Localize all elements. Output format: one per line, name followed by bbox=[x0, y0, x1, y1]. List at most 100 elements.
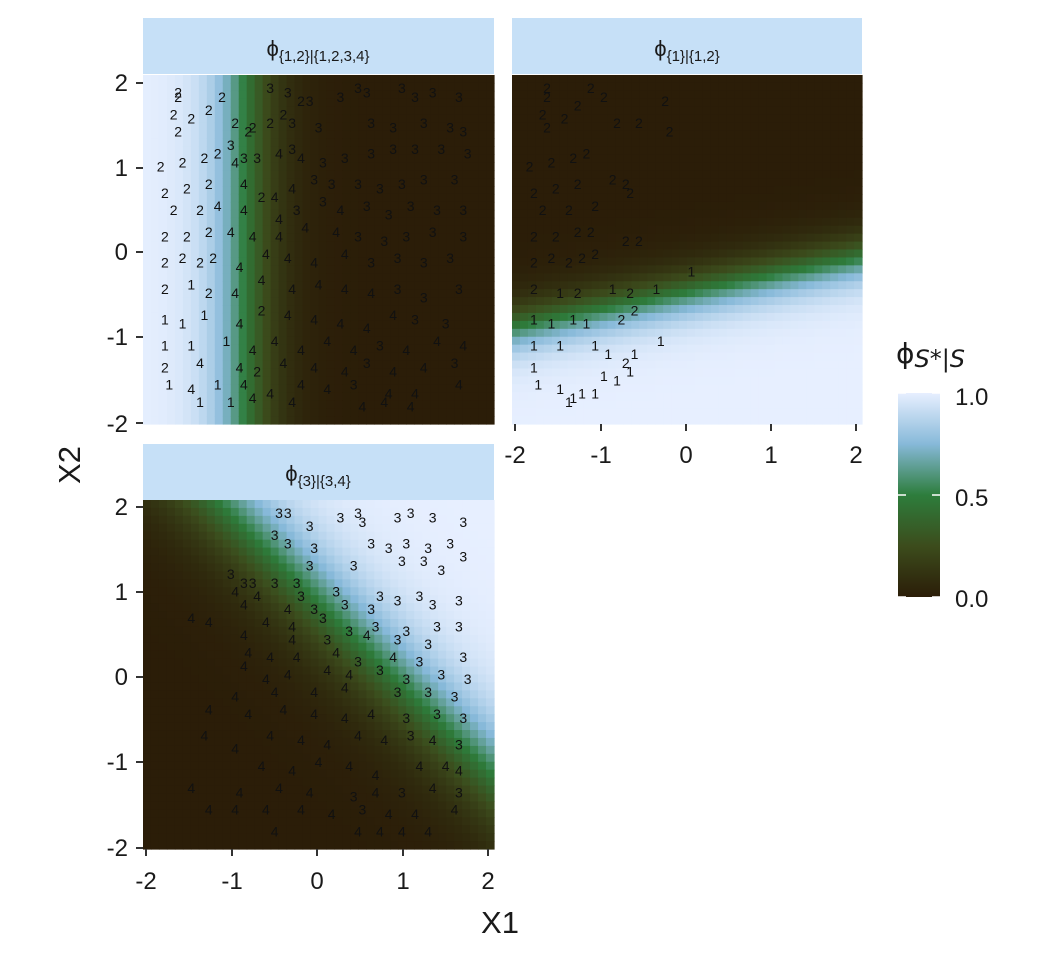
heatmap-cell bbox=[446, 384, 455, 393]
heatmap-cell bbox=[302, 233, 312, 243]
heatmap-cell bbox=[206, 344, 216, 354]
heatmap-cell bbox=[438, 217, 447, 227]
heatmap-cell bbox=[551, 257, 561, 266]
heatmap-cell bbox=[446, 297, 455, 306]
heatmap-cell bbox=[150, 257, 160, 266]
heatmap-cell bbox=[599, 130, 609, 140]
heatmap-cell bbox=[358, 376, 367, 385]
point-label: 4 bbox=[420, 359, 428, 375]
point-label: 4 bbox=[288, 394, 296, 410]
heatmap-cell bbox=[190, 138, 200, 147]
heatmap-cell bbox=[366, 122, 375, 132]
heatmap-cell bbox=[254, 297, 264, 306]
heatmap-cell bbox=[623, 162, 632, 171]
heatmap-cell bbox=[198, 98, 208, 108]
heatmap-cell bbox=[158, 817, 168, 826]
heatmap-cell bbox=[758, 138, 768, 147]
heatmap-cell bbox=[846, 217, 855, 227]
heatmap-cell bbox=[158, 587, 168, 596]
heatmap-cell bbox=[358, 114, 367, 124]
heatmap-cell bbox=[398, 289, 407, 298]
heatmap-cell bbox=[838, 98, 847, 108]
heatmap-cell bbox=[150, 297, 160, 306]
heatmap-cell bbox=[726, 320, 736, 330]
heatmap-cell bbox=[766, 82, 776, 92]
point-label: 4 bbox=[249, 342, 257, 358]
heatmap-cell bbox=[814, 178, 823, 187]
heatmap-cell bbox=[846, 90, 855, 100]
heatmap-cell bbox=[390, 154, 399, 163]
heatmap-cell bbox=[575, 217, 585, 227]
heatmap-cell bbox=[718, 154, 728, 163]
heatmap-cell bbox=[262, 344, 272, 354]
point-label: 2 bbox=[179, 154, 187, 170]
heatmap-cell bbox=[262, 531, 272, 541]
heatmap-cell bbox=[366, 130, 375, 140]
heatmap-cell bbox=[583, 281, 593, 290]
heatmap-cell bbox=[262, 563, 272, 572]
heatmap-cell bbox=[390, 98, 399, 108]
heatmap-cell bbox=[758, 289, 768, 298]
heatmap-cell bbox=[174, 138, 184, 147]
heatmap-cell bbox=[222, 241, 232, 251]
heatmap-cell bbox=[734, 233, 744, 243]
heatmap-cell bbox=[679, 416, 688, 425]
heatmap-cell bbox=[278, 523, 288, 533]
heatmap-cell bbox=[174, 690, 184, 699]
heatmap-cell bbox=[326, 408, 336, 417]
heatmap-cell bbox=[342, 336, 352, 346]
heatmap-cell bbox=[710, 90, 720, 100]
heatmap-cell bbox=[406, 376, 415, 385]
heatmap-cell bbox=[166, 730, 176, 739]
heatmap-cell bbox=[774, 193, 784, 203]
heatmap-cell bbox=[679, 336, 688, 346]
heatmap-cell bbox=[143, 769, 152, 779]
heatmap-cell bbox=[607, 273, 616, 282]
heatmap-cell bbox=[838, 320, 847, 330]
heatmap-cell bbox=[318, 328, 328, 338]
heatmap-cell bbox=[742, 392, 752, 401]
heatmap-cell bbox=[822, 344, 831, 354]
point-label: 2 bbox=[548, 250, 556, 266]
heatmap-cell bbox=[454, 186, 463, 195]
heatmap-cell bbox=[631, 114, 640, 124]
heatmap-cell bbox=[350, 384, 359, 393]
heatmap-cell bbox=[647, 201, 656, 211]
heatmap-cell bbox=[766, 376, 776, 385]
heatmap-cell bbox=[414, 384, 423, 393]
heatmap-cell bbox=[238, 682, 248, 691]
heatmap-cell bbox=[854, 138, 863, 147]
heatmap-cell bbox=[230, 523, 240, 533]
heatmap-cell bbox=[270, 769, 280, 779]
heatmap-cell bbox=[214, 634, 224, 644]
heatmap-cell bbox=[639, 408, 648, 417]
heatmap-cell bbox=[350, 352, 359, 362]
heatmap-cell bbox=[174, 603, 184, 612]
point-label: 3 bbox=[380, 233, 388, 249]
heatmap-cell bbox=[486, 233, 495, 243]
heatmap-cell bbox=[390, 106, 399, 116]
heatmap-cell bbox=[422, 154, 431, 163]
heatmap-cell bbox=[830, 257, 839, 266]
heatmap-cell bbox=[222, 178, 232, 187]
heatmap-cell bbox=[631, 328, 640, 338]
heatmap-cell bbox=[262, 817, 272, 826]
heatmap-cell bbox=[446, 265, 455, 274]
heatmap-cell bbox=[246, 674, 256, 684]
heatmap-cell bbox=[158, 579, 168, 588]
heatmap-cell bbox=[182, 344, 192, 354]
heatmap-cell bbox=[158, 122, 168, 132]
heatmap-cell bbox=[687, 281, 696, 290]
heatmap-cell bbox=[246, 368, 256, 378]
heatmap-cell bbox=[190, 249, 200, 259]
heatmap-cell bbox=[527, 384, 537, 393]
heatmap-cell bbox=[262, 658, 272, 668]
heatmap-cell bbox=[814, 249, 823, 259]
heatmap-cell bbox=[718, 138, 728, 147]
heatmap-cell bbox=[206, 281, 216, 290]
heatmap-cell bbox=[790, 186, 799, 195]
heatmap-cell bbox=[182, 690, 192, 699]
heatmap-cell bbox=[790, 146, 799, 155]
heatmap-cell bbox=[342, 281, 352, 290]
heatmap-cell bbox=[599, 257, 609, 266]
